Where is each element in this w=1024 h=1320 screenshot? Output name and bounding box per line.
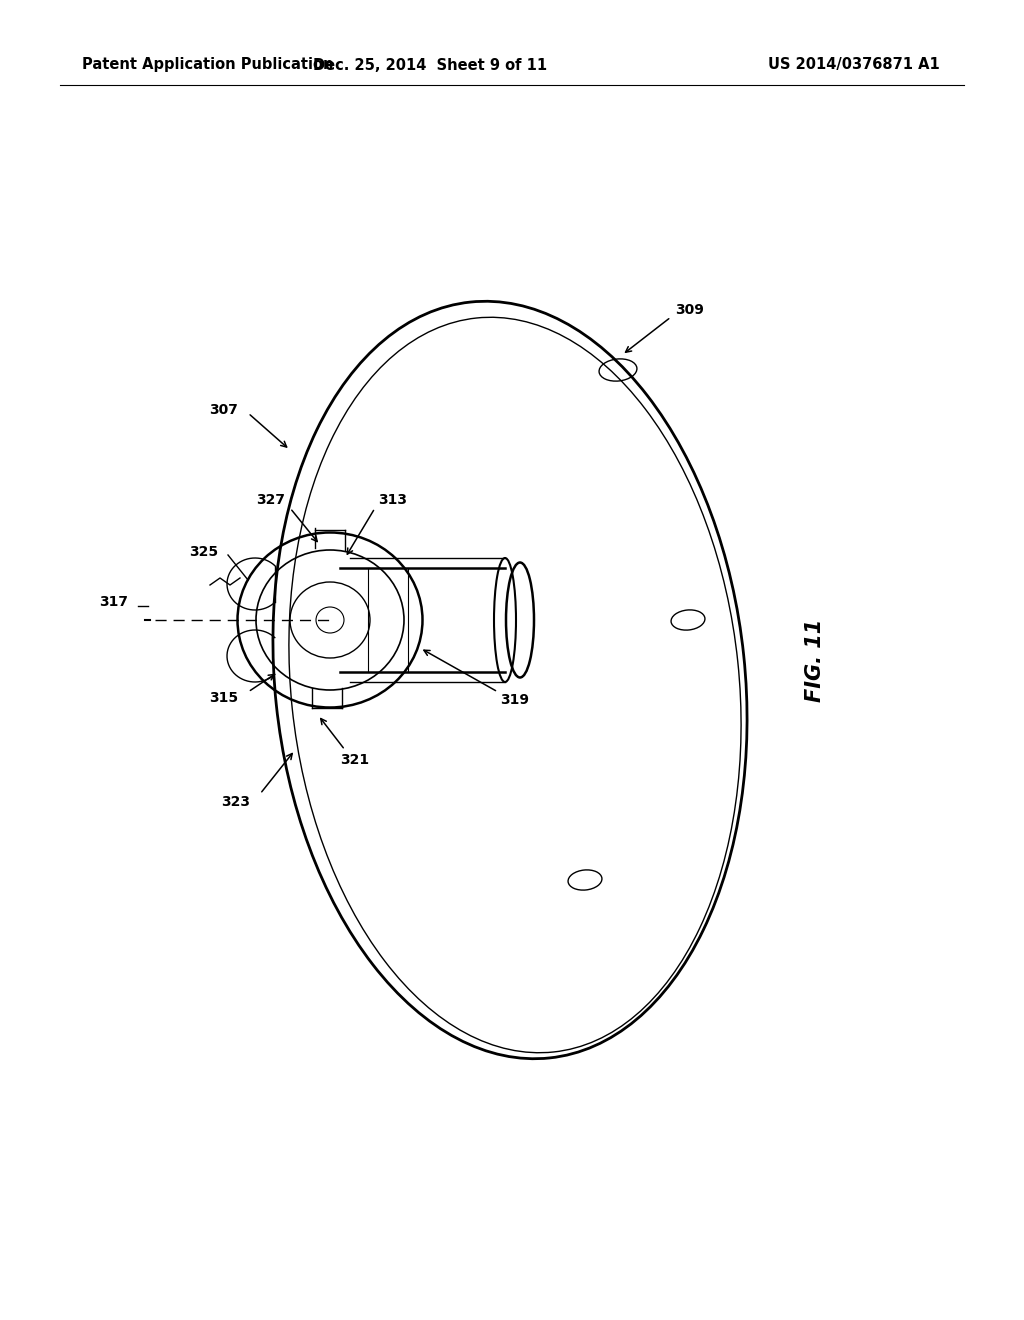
Text: Dec. 25, 2014  Sheet 9 of 11: Dec. 25, 2014 Sheet 9 of 11 (313, 58, 547, 73)
Text: Patent Application Publication: Patent Application Publication (82, 58, 334, 73)
Text: 325: 325 (188, 545, 218, 558)
Text: 321: 321 (340, 752, 370, 767)
Text: 315: 315 (209, 690, 238, 705)
Text: 309: 309 (675, 304, 703, 317)
Text: 327: 327 (256, 492, 285, 507)
Text: 323: 323 (221, 795, 250, 809)
Text: FIG. 11: FIG. 11 (805, 618, 825, 702)
Text: 319: 319 (500, 693, 529, 708)
Text: 307: 307 (209, 403, 238, 417)
Text: US 2014/0376871 A1: US 2014/0376871 A1 (768, 58, 940, 73)
Text: 317: 317 (99, 595, 128, 609)
Text: 313: 313 (378, 492, 407, 507)
